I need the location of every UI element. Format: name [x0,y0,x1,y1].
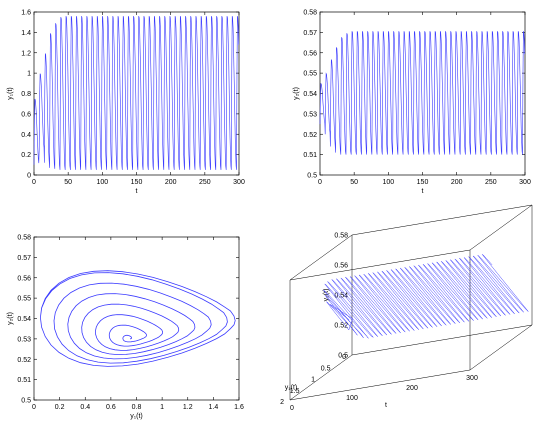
x-tick-label: 100 [382,179,394,186]
z-axis-label: y₂(t) [323,289,330,302]
x-axis-label: t [136,188,138,195]
box-edge [289,354,353,401]
z-tick-label: 0.58 [334,233,348,240]
x-tick-label: 300 [466,375,478,382]
box-edge [351,324,533,356]
y-tick-label: 0 [27,173,31,180]
y-tick-label: 0.6 [21,111,31,118]
x-axis-label: y₁(t) [130,413,142,420]
x-tick-label: 0 [32,404,36,411]
x-tick-label: 200 [406,385,418,392]
x-tick-label: 50 [350,179,358,186]
y-tick-label: 0.51 [17,377,31,384]
y-tick-label: 2 [280,399,284,406]
y-tick-label: 0.57 [17,255,31,262]
panel-trajectory-3d: 010020030000.511.520.50.520.540.560.58ty… [280,204,533,412]
x-tick-label: 0 [32,179,36,186]
y-tick-label: 0.5 [21,398,31,405]
box-edge [289,249,471,281]
y-tick-label: 0.55 [303,71,317,78]
y-tick-label: 1.5 [290,388,300,395]
y-tick-label: 1 [311,377,315,384]
x-tick-label: 0 [290,405,294,412]
x-tick-label: 0.6 [106,404,116,411]
x-tick-label: 1.6 [234,404,244,411]
y-tick-label: 0.52 [17,357,31,364]
x-tick-label: 1.4 [209,404,219,411]
box-edge [469,204,533,251]
y-tick-label: 0.51 [303,152,317,159]
x-tick-label: 200 [165,179,177,186]
x-tick-label: 250 [485,179,497,186]
y-tick-label: 0.53 [17,336,31,343]
y-tick-label: 0.57 [303,30,317,37]
x-tick-label: 0.2 [55,404,65,411]
y-axis-label: y₁(t) [285,385,297,392]
x-tick-label: 300 [519,179,531,186]
y-tick-label: 0.58 [17,235,31,242]
box-edge [289,369,471,401]
x-tick-label: 1.2 [183,404,193,411]
x-tick-label: 150 [417,179,429,186]
z-tick-label: 0.52 [334,323,348,330]
series-line [33,16,239,170]
y-tick-label: 0 [342,354,346,361]
y-tick-label: 1.6 [21,10,31,17]
x-tick-label: 300 [233,179,245,186]
series-line [319,31,525,155]
x-tick-label: 100 [96,179,108,186]
trajectory-3d-line [323,254,529,339]
x-tick-label: 250 [199,179,211,186]
x-tick-label: 1 [160,404,164,411]
y-tick-label: 0.2 [21,152,31,159]
y-tick-label: 0.56 [303,50,317,57]
box-edge [351,204,533,236]
y-tick-label: 0.8 [21,91,31,98]
y-tick-label: 0.56 [17,275,31,282]
x-tick-label: 150 [131,179,143,186]
box-edge [289,234,353,281]
x-axis-label: t [422,188,424,195]
y-axis-label: y₁(t) [7,87,14,99]
x-tick-label: 0.4 [80,404,90,411]
y-tick-label: 1 [27,71,31,78]
y-tick-label: 0.54 [17,316,31,323]
plot-frame [33,236,240,401]
x-tick-label: 200 [451,179,463,186]
y-tick-label: 1.2 [21,50,31,57]
y-axis-label: y₂(t) [293,87,300,100]
x-tick-label: 0 [318,179,322,186]
y-tick-label: 0.54 [303,91,317,98]
z-tick-label: 0.5 [338,353,348,360]
y-tick-label: 0.52 [303,132,317,139]
panel-y1-vs-t: 0 50 100 150 200 250 300 0 0.2 0.4 0.6 0.8 1 1.2 1.4 1.… [7,10,245,196]
phase-trajectory [39,270,236,367]
panel-phase-portrait: 0 0.2 0.4 0.6 0.8 1 1.2 1.4 1.6 0.5 0.51 0.52 0.53 0.… [7,235,244,421]
x-tick-label: 0.8 [132,404,142,411]
x-tick-label: 50 [64,179,72,186]
x-tick-label: 100 [346,395,358,402]
panel-y2-vs-t: 0 50 100 150 200 250 300 0.5 0.51 0.52 0.53 0.54 0.5… [293,10,531,196]
y-axis-label: y₂(t) [7,312,14,325]
y-tick-label: 1.4 [21,30,31,37]
x-axis-label: t [385,402,387,409]
y-tick-label: 0.5 [321,365,331,372]
box-edge [469,324,533,371]
y-tick-label: 0.53 [303,111,317,118]
z-tick-label: 0.56 [334,263,348,270]
y-tick-label: 0.5 [307,173,317,180]
y-tick-label: 0.55 [17,296,31,303]
y-tick-label: 0.4 [21,132,31,139]
y-tick-label: 0.58 [303,10,317,17]
